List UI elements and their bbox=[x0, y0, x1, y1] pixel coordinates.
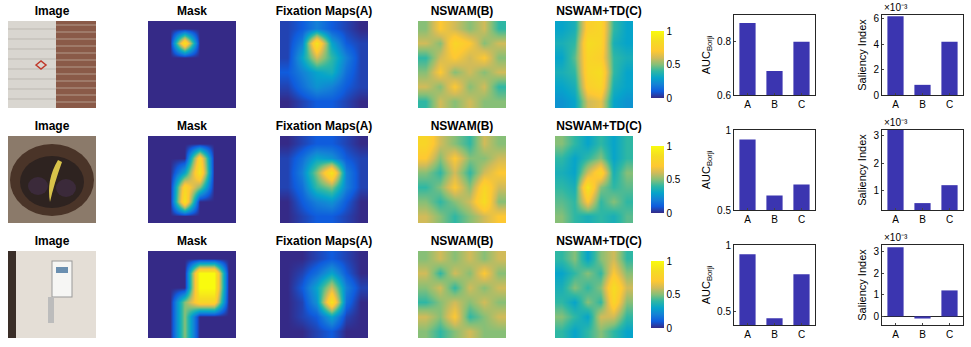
svg-text:C: C bbox=[798, 214, 805, 225]
svg-text:B: B bbox=[919, 214, 926, 225]
svg-text:1: 1 bbox=[667, 26, 673, 37]
svg-text:AUC​Borji​: AUC​Borji​ bbox=[700, 265, 714, 304]
svg-text:Saliency Index: Saliency Index bbox=[856, 19, 868, 91]
svg-text:1: 1 bbox=[873, 289, 879, 300]
html-text:Fixation Maps(A): Fixation Maps(A) bbox=[275, 234, 373, 248]
html-text:Image: Image bbox=[34, 119, 70, 133]
svg-text:1: 1 bbox=[725, 240, 731, 251]
svg-text:B: B bbox=[771, 99, 778, 110]
svg-text:4: 4 bbox=[873, 39, 879, 50]
svg-text:B: B bbox=[771, 214, 778, 225]
svg-text:B: B bbox=[771, 329, 778, 340]
svg-text:×10⁻³: ×10⁻³ bbox=[884, 117, 908, 128]
svg-text:×10⁻³: ×10⁻³ bbox=[884, 2, 908, 13]
svg-text:C: C bbox=[798, 99, 805, 110]
svg-text:C: C bbox=[946, 329, 953, 340]
svg-text:0.5: 0.5 bbox=[717, 205, 731, 216]
svg-text:Saliency Index: Saliency Index bbox=[856, 249, 868, 321]
html-text:NSWAM+TD(C): NSWAM+TD(C) bbox=[556, 119, 642, 133]
svg-text:0.5: 0.5 bbox=[667, 174, 681, 185]
svg-text:0.5: 0.5 bbox=[667, 59, 681, 70]
html-text:NSWAM+TD(C): NSWAM+TD(C) bbox=[556, 4, 642, 18]
svg-text:0.5: 0.5 bbox=[717, 306, 731, 317]
svg-text:AUC​Borji​: AUC​Borji​ bbox=[700, 150, 714, 189]
svg-text:0: 0 bbox=[667, 93, 673, 104]
svg-text:×10⁻³: ×10⁻³ bbox=[884, 232, 908, 243]
svg-text:2: 2 bbox=[873, 64, 879, 75]
html-text:NSWAM(B): NSWAM(B) bbox=[430, 234, 494, 248]
svg-text:A: A bbox=[892, 214, 899, 225]
svg-text:AUC​Borji​: AUC​Borji​ bbox=[700, 35, 714, 74]
svg-text:C: C bbox=[946, 214, 953, 225]
svg-text:6: 6 bbox=[873, 13, 879, 24]
svg-text:A: A bbox=[744, 214, 751, 225]
svg-text:A: A bbox=[744, 329, 751, 340]
html-text:Mask: Mask bbox=[177, 4, 207, 18]
svg-text:0.5: 0.5 bbox=[667, 289, 681, 300]
svg-text:0: 0 bbox=[873, 90, 879, 101]
html-text:NSWAM(B): NSWAM(B) bbox=[430, 4, 494, 18]
svg-text:0: 0 bbox=[667, 323, 673, 334]
svg-text:0: 0 bbox=[667, 208, 673, 219]
svg-text:1: 1 bbox=[667, 256, 673, 267]
svg-text:B: B bbox=[919, 329, 926, 340]
html-text:Image: Image bbox=[34, 234, 70, 248]
html-text:Mask: Mask bbox=[177, 234, 207, 248]
svg-text:0: 0 bbox=[873, 311, 879, 322]
html-text:Mask: Mask bbox=[177, 119, 207, 133]
svg-text:Saliency Index: Saliency Index bbox=[856, 134, 868, 206]
html-text:NSWAM+TD(C): NSWAM+TD(C) bbox=[556, 234, 642, 248]
svg-text:A: A bbox=[892, 99, 899, 110]
svg-text:1: 1 bbox=[873, 185, 879, 196]
svg-text:A: A bbox=[744, 99, 751, 110]
html-text:Image: Image bbox=[34, 4, 70, 18]
html-text:NSWAM(B): NSWAM(B) bbox=[430, 119, 494, 133]
svg-text:1: 1 bbox=[667, 141, 673, 152]
html-text:Fixation Maps(A): Fixation Maps(A) bbox=[275, 4, 373, 18]
svg-text:0.8: 0.8 bbox=[717, 36, 731, 47]
svg-text:A: A bbox=[892, 329, 899, 340]
html-text:Fixation Maps(A): Fixation Maps(A) bbox=[275, 119, 373, 133]
svg-text:3: 3 bbox=[873, 130, 879, 141]
svg-text:C: C bbox=[798, 329, 805, 340]
svg-text:C: C bbox=[946, 99, 953, 110]
svg-text:2: 2 bbox=[873, 158, 879, 169]
svg-text:2: 2 bbox=[873, 268, 879, 279]
svg-text:0.6: 0.6 bbox=[717, 90, 731, 101]
svg-text:3: 3 bbox=[873, 246, 879, 257]
svg-text:1: 1 bbox=[725, 125, 731, 136]
svg-text:B: B bbox=[919, 99, 926, 110]
